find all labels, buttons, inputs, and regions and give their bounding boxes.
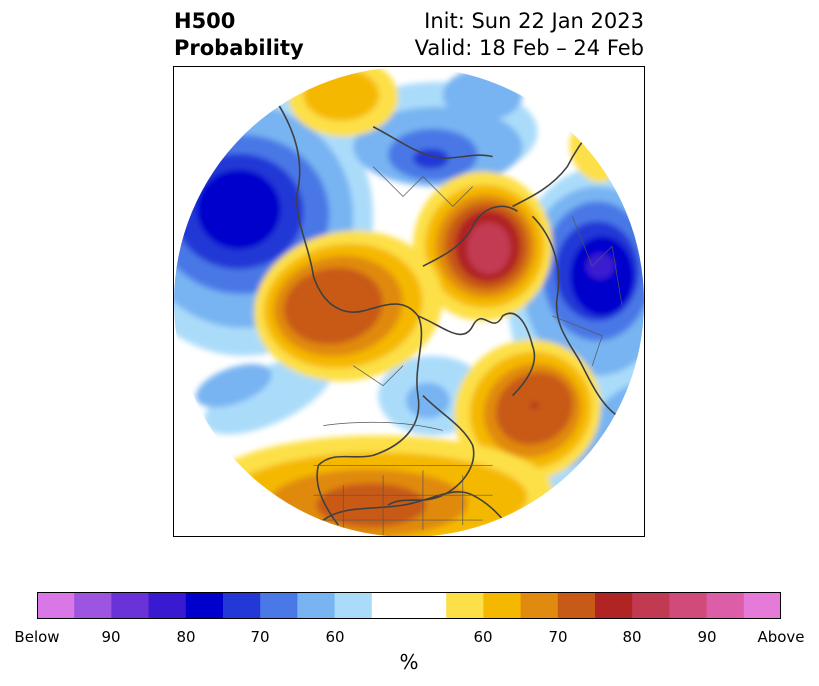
colorbar-segment xyxy=(297,592,336,619)
colorbar-segment xyxy=(483,592,522,619)
tick-label: 90 xyxy=(697,628,717,646)
tick-label: 80 xyxy=(176,628,196,646)
tick-label: 90 xyxy=(101,628,121,646)
colorbar-segment xyxy=(111,592,150,619)
colorbar-segment xyxy=(557,592,596,619)
colorbar-segment xyxy=(74,592,112,619)
colorbar-segment xyxy=(706,592,745,619)
colorbar-segment xyxy=(334,592,373,619)
political-borders xyxy=(313,166,623,536)
init-date: Init: Sun 22 Jan 2023 xyxy=(424,9,644,33)
tick-label: 70 xyxy=(250,628,270,646)
map-title-right: Init: Sun 22 Jan 2023 Valid: 18 Feb – 24… xyxy=(415,8,644,62)
colorbar xyxy=(37,592,781,619)
colorbar-unit: % xyxy=(399,650,419,674)
tick-label: Below xyxy=(14,628,60,646)
colorbar-segment xyxy=(223,592,261,619)
anomaly-fields xyxy=(174,67,644,536)
colorbar-segment xyxy=(260,592,298,619)
tick-label: Above xyxy=(757,628,805,646)
colorbar-segment xyxy=(148,592,187,619)
colorbar-segment xyxy=(743,592,781,619)
variable-label: H500 xyxy=(174,9,236,33)
colorbar-segment xyxy=(595,592,633,619)
probability-map xyxy=(173,66,645,537)
colorbar-segment xyxy=(446,592,484,619)
colorbar-segment xyxy=(632,592,670,619)
colorbar-segment xyxy=(409,592,447,619)
tick-label: 60 xyxy=(325,628,345,646)
colorbar-segment xyxy=(520,592,559,619)
colorbar-segment xyxy=(37,592,75,619)
tick-label: 70 xyxy=(548,628,568,646)
colorbar-segment xyxy=(669,592,708,619)
colorbar-segment xyxy=(371,592,410,619)
colorbar-border xyxy=(37,592,781,619)
tick-label: 60 xyxy=(473,628,493,646)
colorbar-segment xyxy=(185,592,224,619)
map-title-left: H500 Probability xyxy=(174,8,304,62)
tick-label: 80 xyxy=(622,628,642,646)
valid-range: Valid: 18 Feb – 24 Feb xyxy=(414,36,644,60)
product-label: Probability xyxy=(174,36,304,60)
